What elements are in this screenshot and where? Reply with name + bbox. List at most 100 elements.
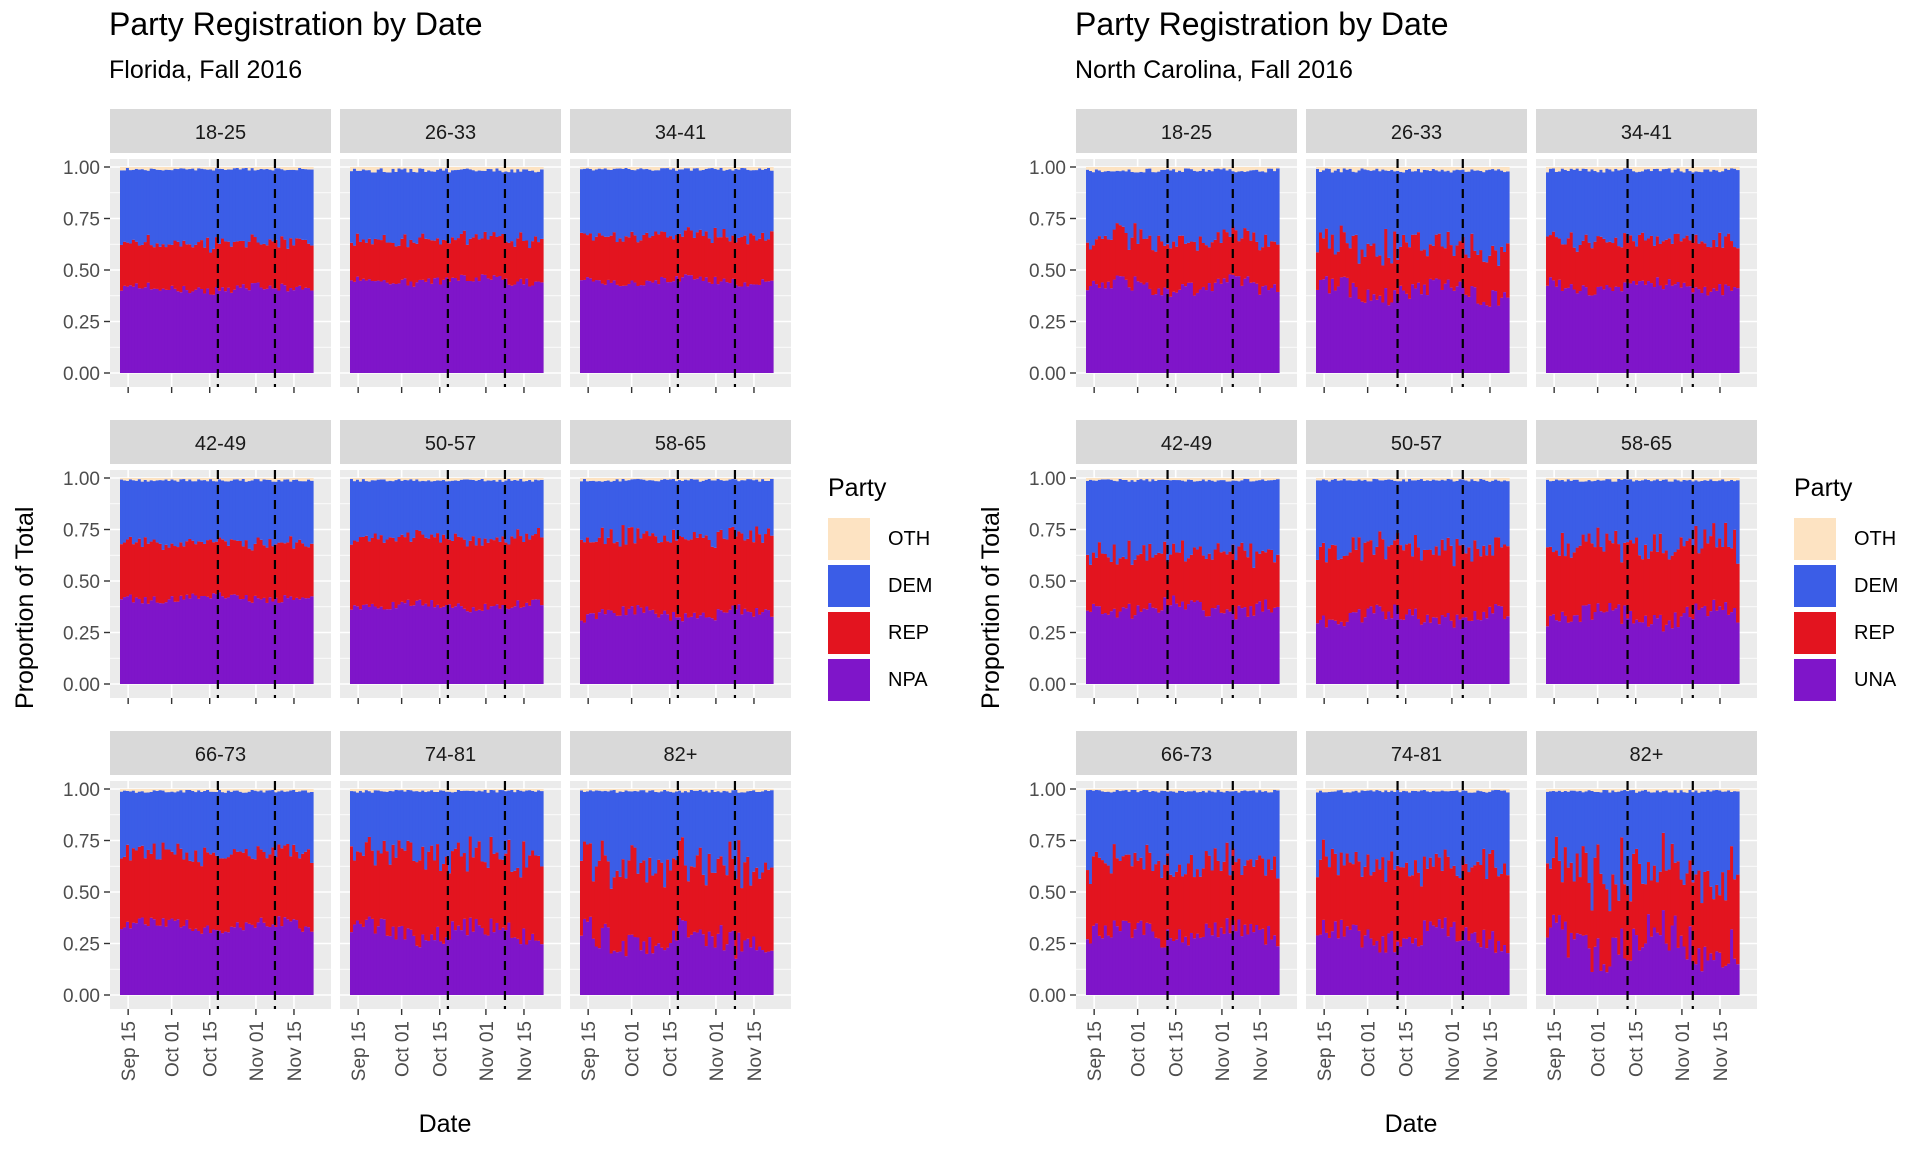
bar-segment-oth [427, 789, 431, 792]
bar-segment-oth [1192, 789, 1197, 791]
bar-segment-dem [746, 169, 750, 245]
bar-segment-dem [1599, 480, 1604, 547]
bar-segment-una [1145, 922, 1149, 995]
bar-segment-dem [1566, 170, 1571, 239]
bar-segment-oth [1422, 478, 1427, 481]
bar-segment-una [1703, 605, 1707, 684]
bar-segment-dem [382, 479, 387, 543]
y-tick-label: 0.50 [63, 572, 100, 593]
bar-segment-dem [152, 168, 157, 248]
bar-segment-una [1643, 284, 1648, 373]
bar-segment-rep [459, 537, 464, 607]
bar-segment-dem [1390, 169, 1394, 264]
bar-segment-una [1494, 291, 1498, 373]
facet-26-33: 26-33 [340, 109, 561, 393]
bar-segment-dem [1482, 172, 1486, 262]
bar-segment-una [400, 601, 405, 684]
bar-segment-oth [746, 167, 750, 170]
bar-segment-una [1342, 276, 1347, 373]
bar-segment-una [761, 612, 765, 684]
bar-segment-dem [492, 790, 497, 854]
bar-segment-dem [710, 789, 715, 873]
bar-segment-rep [286, 542, 290, 599]
bar-segment-rep [1369, 875, 1374, 939]
bar-segment-rep [1399, 545, 1403, 620]
bar-segment-oth [1139, 478, 1144, 480]
bar-segment-rep [1405, 862, 1409, 939]
facet-label: 18-25 [195, 122, 246, 144]
bar-segment-una [1611, 610, 1615, 684]
bar-segment-una [1578, 291, 1583, 373]
bar-segment-rep [173, 240, 178, 289]
bar-segment-rep [1160, 877, 1164, 948]
bar-segment-dem [241, 168, 246, 241]
bar-segment-oth [1252, 789, 1256, 791]
bar-segment-una [1384, 288, 1388, 373]
bar-segment-rep [1378, 869, 1382, 953]
bar-segment-dem [477, 479, 482, 539]
bar-segment-oth [1596, 167, 1601, 173]
bar-segment-dem [1237, 481, 1241, 547]
bar-segment-una [442, 606, 446, 684]
bar-segment-dem [1635, 172, 1639, 247]
bar-segment-una [1548, 927, 1553, 995]
bar-segment-dem [1192, 790, 1197, 878]
bar-segment-una [594, 946, 599, 995]
bar-segment-dem [164, 169, 169, 248]
bar-segment-rep [1318, 232, 1323, 280]
bar-segment-oth [298, 167, 302, 168]
bar-segment-dem [1106, 791, 1111, 866]
bar-segment-dem [238, 480, 243, 541]
bar-segment-dem [268, 790, 273, 855]
bar-segment-oth [507, 789, 511, 791]
bar-segment-dem [528, 170, 532, 249]
bar-segment-rep [1396, 532, 1400, 607]
bar-segment-oth [633, 789, 638, 791]
bar-segment-una [1354, 287, 1359, 373]
bar-segment-una [1506, 953, 1510, 995]
bar-segment-oth [170, 789, 175, 792]
bar-segment-oth [376, 789, 381, 791]
bar-segment-rep [1575, 547, 1580, 616]
bar-segment-oth [1611, 478, 1615, 482]
bar-segment-una [597, 948, 602, 995]
bar-segment-una [176, 919, 180, 995]
bar-segment-dem [486, 168, 491, 240]
bar-segment-una [1608, 287, 1612, 373]
bar-segment-rep [513, 246, 517, 285]
bar-segment-oth [669, 789, 673, 792]
bar-segment-oth [1231, 167, 1236, 172]
bar-segment-una [480, 610, 485, 684]
bar-segment-oth [1587, 167, 1592, 172]
bar-segment-oth [1443, 789, 1448, 792]
bar-segment-rep [1225, 554, 1230, 610]
bar-segment-una [722, 612, 727, 684]
bar-segment-dem [713, 480, 718, 548]
facet-strip [340, 731, 561, 775]
bar-segment-dem [1667, 168, 1672, 239]
bar-segment-rep [510, 871, 514, 938]
bar-segment-una [1192, 602, 1197, 684]
bar-segment-oth [1097, 167, 1102, 171]
bar-segment-rep [1381, 857, 1385, 937]
bar-segment-oth [1387, 167, 1391, 171]
bar-segment-una [1234, 276, 1239, 373]
bar-segment-oth [719, 478, 724, 481]
bar-segment-rep [701, 235, 706, 281]
bar-segment-dem [654, 170, 658, 232]
bar-segment-rep [229, 539, 234, 595]
bar-segment-oth [143, 167, 148, 171]
bar-segment-rep [752, 542, 756, 617]
bar-segment-oth [146, 789, 151, 793]
bar-segment-oth [140, 167, 145, 170]
bar-segment-oth [450, 789, 455, 793]
bar-segment-dem [1354, 790, 1359, 852]
bar-segment-una [1390, 302, 1394, 373]
bar-segment-dem [480, 170, 485, 239]
bar-segment-rep [1443, 248, 1448, 284]
bar-segment-oth [1437, 789, 1442, 792]
bar-segment-una [259, 287, 264, 373]
bar-segment-oth [1318, 478, 1323, 481]
bar-segment-rep [689, 866, 694, 935]
bar-segment-oth [704, 478, 709, 480]
